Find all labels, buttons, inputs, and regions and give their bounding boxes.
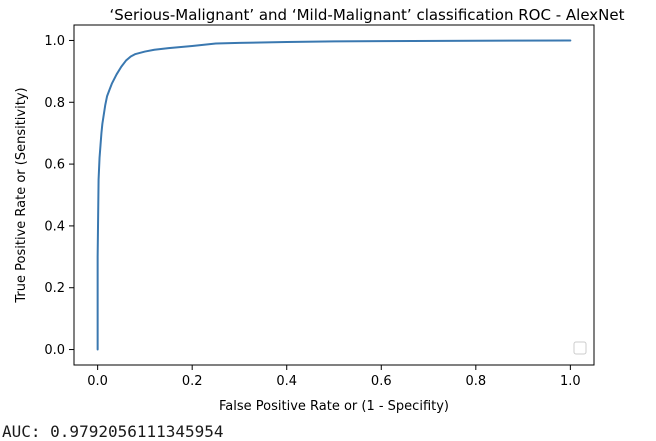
chart-title: ‘Serious-Malignant’ and ‘Mild-Malignant’… <box>109 6 624 24</box>
x-tick-label: 0.4 <box>276 374 297 389</box>
y-tick-label: 0.2 <box>44 281 65 296</box>
auc-readout: AUC: 0.9792056111345954 <box>2 422 224 441</box>
y-tick-label: 0.4 <box>44 219 65 234</box>
axis-ticks: 0.0 0.2 0.4 0.6 0.8 1.0 0.0 0.2 0.4 0.6 0.8 1.0 <box>44 34 580 389</box>
roc-chart: ‘Serious-Malignant’ and ‘Mild-Malignant’… <box>14 6 625 414</box>
x-tick-label: 0.6 <box>371 374 392 389</box>
x-tick-label: 1.0 <box>560 374 581 389</box>
roc-curve-line <box>96 39 572 351</box>
legend-box <box>573 341 587 355</box>
x-axis-label: False Positive Rate or (1 - Specifity) <box>219 399 449 414</box>
y-tick-label: 0.6 <box>44 158 65 173</box>
plot-frame <box>73 24 595 366</box>
x-tick-label: 0.8 <box>465 374 486 389</box>
x-tick-label: 0.2 <box>182 374 203 389</box>
y-tick-label: 1.0 <box>44 34 65 49</box>
x-tick-label: 0.0 <box>87 374 108 389</box>
y-tick-label: 0.8 <box>44 96 65 111</box>
series-layer <box>96 39 572 351</box>
y-tick-label: 0.0 <box>44 343 65 358</box>
y-axis-label: True Positive Rate or (Sensitivity) <box>14 87 29 303</box>
